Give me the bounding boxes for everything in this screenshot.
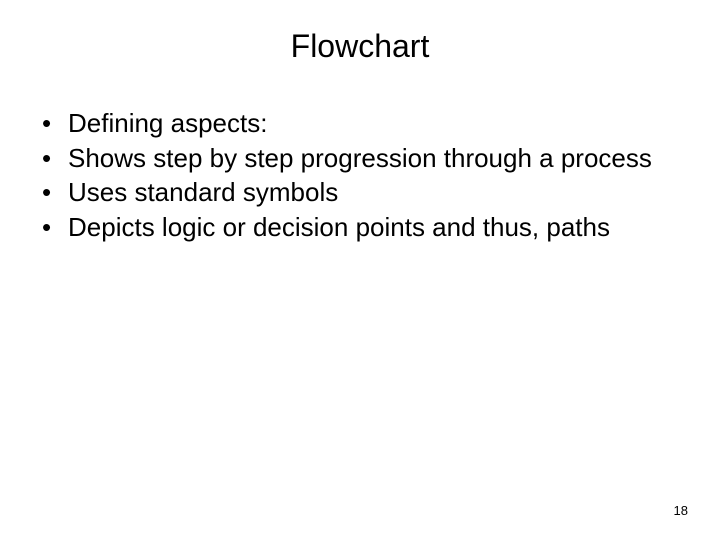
page-number: 18 bbox=[674, 503, 688, 518]
list-item: • Depicts logic or decision points and t… bbox=[40, 211, 680, 244]
bullet-text: Depicts logic or decision points and thu… bbox=[68, 211, 680, 244]
bullet-text: Defining aspects: bbox=[68, 107, 680, 140]
bullet-icon: • bbox=[40, 176, 68, 209]
list-item: • Shows step by step progression through… bbox=[40, 142, 680, 175]
bullet-icon: • bbox=[40, 142, 68, 175]
bullet-text: Shows step by step progression through a… bbox=[68, 142, 680, 175]
slide-container: Flowchart • Defining aspects: • Shows st… bbox=[0, 0, 720, 540]
bullet-text: Uses standard symbols bbox=[68, 176, 680, 209]
bullet-list: • Defining aspects: • Shows step by step… bbox=[40, 107, 680, 243]
list-item: • Defining aspects: bbox=[40, 107, 680, 140]
slide-title: Flowchart bbox=[40, 28, 680, 65]
list-item: • Uses standard symbols bbox=[40, 176, 680, 209]
bullet-icon: • bbox=[40, 107, 68, 140]
bullet-icon: • bbox=[40, 211, 68, 244]
